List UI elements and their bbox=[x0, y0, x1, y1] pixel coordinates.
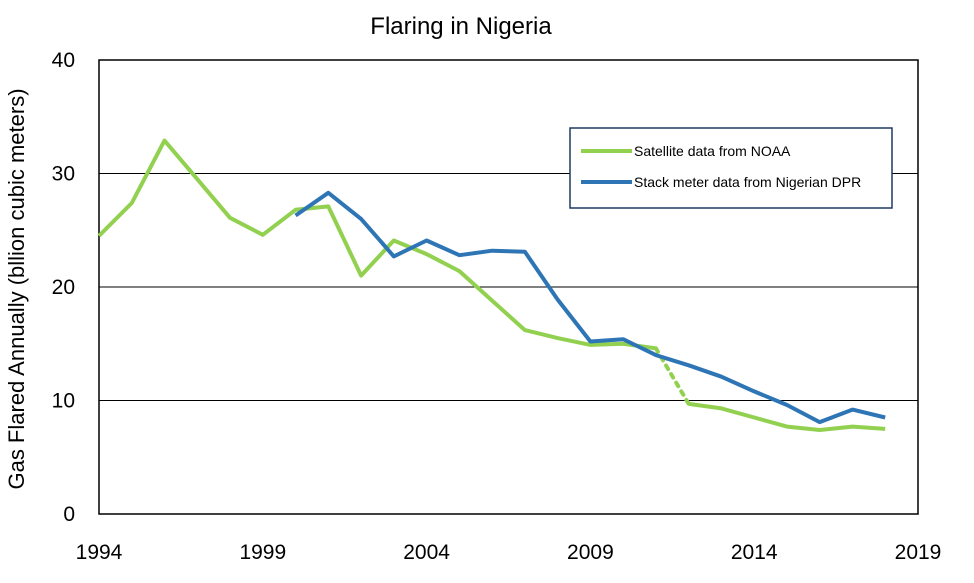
x-axis-tick-labels: 1994 1999 2004 2009 2014 2019 bbox=[76, 541, 942, 564]
legend: Satellite data from NOAA Stack meter dat… bbox=[569, 127, 893, 209]
series-1-line-0 bbox=[294, 190, 886, 425]
y-tick-label: 0 bbox=[63, 503, 75, 526]
y-tick-label: 40 bbox=[52, 49, 75, 72]
legend-label-satellite: Satellite data from NOAA bbox=[634, 143, 791, 159]
plot-area bbox=[98, 59, 919, 515]
series-1 bbox=[294, 190, 886, 425]
data-series bbox=[97, 138, 886, 432]
x-tick-label: 2004 bbox=[403, 541, 450, 564]
series-0-line-0 bbox=[97, 138, 657, 351]
y-axis-tick-labels: 0 10 20 30 40 bbox=[52, 49, 75, 526]
x-tick-label: 2009 bbox=[567, 541, 614, 564]
x-tick-label: 2014 bbox=[731, 541, 778, 564]
y-tick-label: 30 bbox=[52, 163, 75, 186]
legend-label-stack-meter: Stack meter data from Nigerian DPR bbox=[634, 174, 861, 190]
x-tick-label: 1994 bbox=[76, 541, 123, 564]
y-tick-label: 20 bbox=[52, 276, 75, 299]
legend-box bbox=[569, 127, 893, 209]
y-axis-label: Gas Flared Annually (bllion cubic meters… bbox=[4, 88, 29, 489]
chart-title: Flaring in Nigeria bbox=[370, 13, 552, 40]
y-tick-label: 10 bbox=[52, 390, 75, 413]
series-0-line-2 bbox=[688, 401, 886, 432]
x-tick-label: 1999 bbox=[239, 541, 286, 564]
x-tick-label: 2019 bbox=[895, 541, 942, 564]
